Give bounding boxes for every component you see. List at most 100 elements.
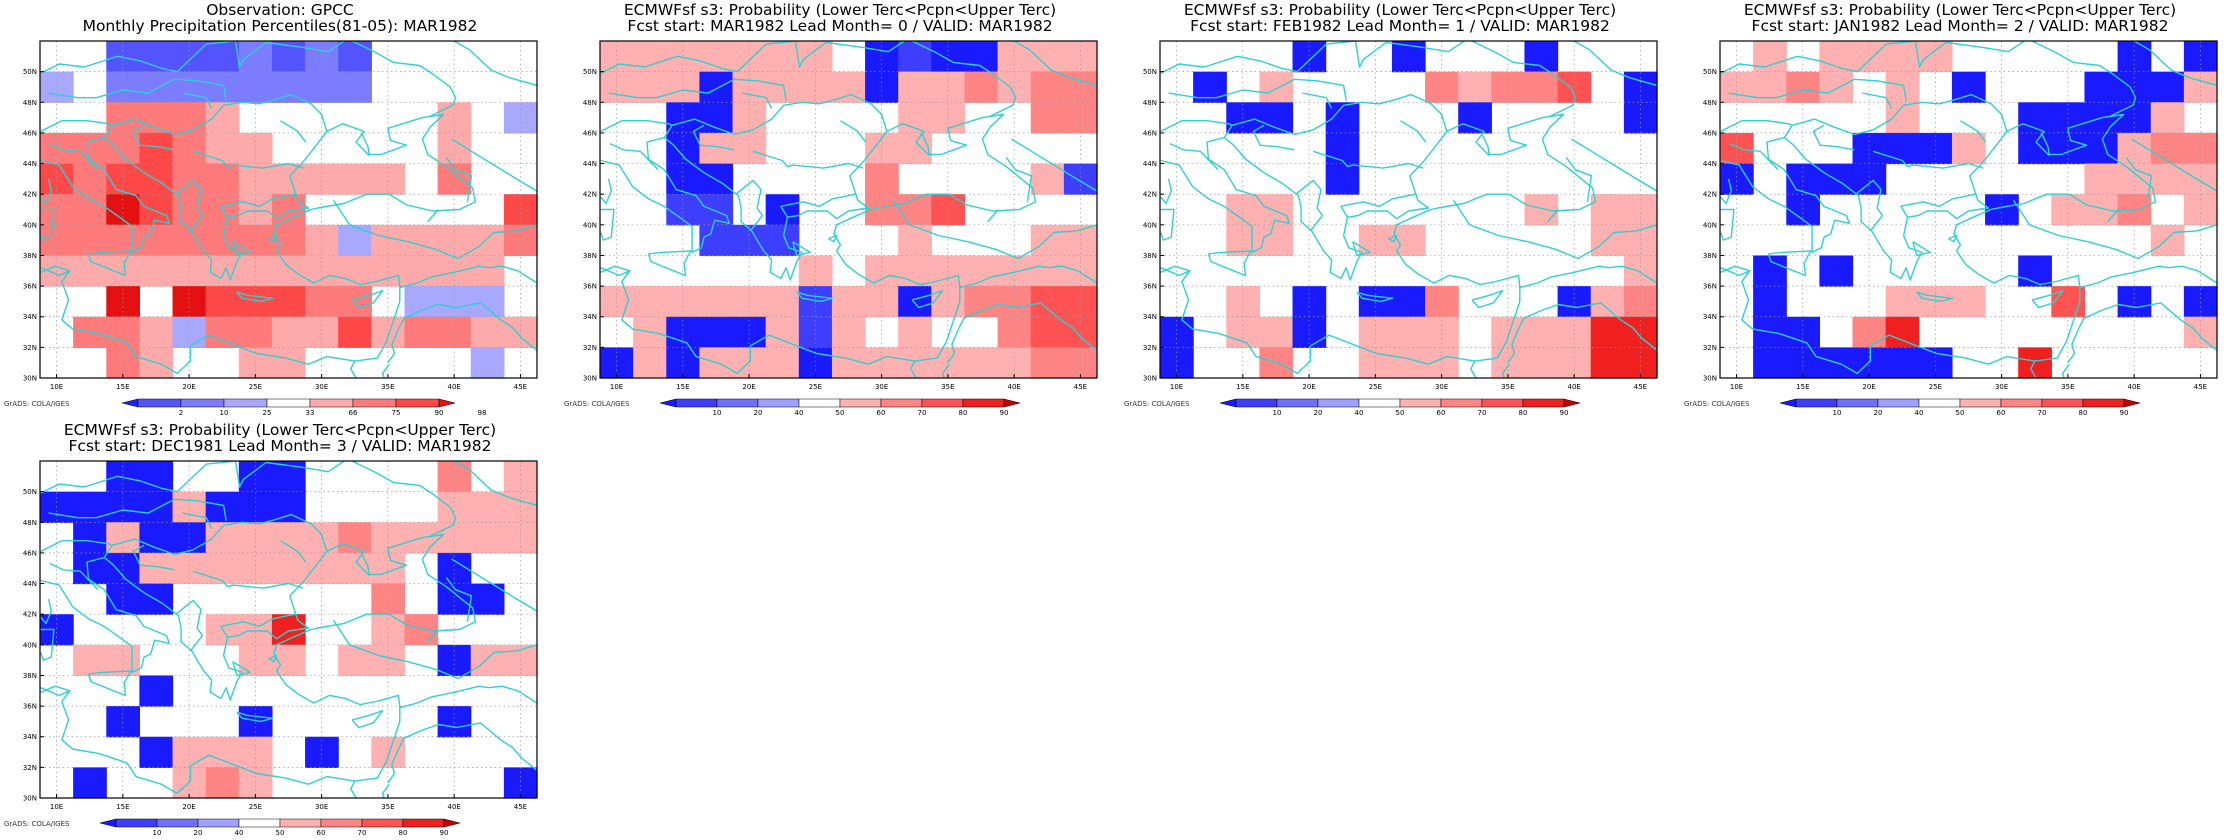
coastline xyxy=(1169,142,1219,171)
coastline xyxy=(1501,363,1510,378)
colorbar-swatch xyxy=(1358,398,1401,408)
colorbar-label: 70 xyxy=(358,829,367,837)
grid-cell xyxy=(205,767,240,799)
coastline xyxy=(280,120,307,143)
grid-cell xyxy=(271,347,306,379)
grid-cell xyxy=(1030,347,1065,379)
x-tick-label: 45E xyxy=(514,383,527,391)
grid-cell xyxy=(338,286,372,318)
coastline xyxy=(220,193,296,218)
grid-cell xyxy=(1885,286,1920,318)
coastline xyxy=(959,265,1097,289)
coastline xyxy=(2216,185,2217,186)
coastline xyxy=(387,722,537,784)
x-tick-label: 30E xyxy=(1995,383,2008,391)
y-tick-label: 42N xyxy=(23,191,37,199)
panel-subtitle: Fcst start: MAR1982 Lead Month= 0 / VALI… xyxy=(627,17,1053,35)
grid-cell xyxy=(600,286,634,318)
coastline xyxy=(600,119,673,133)
coastline xyxy=(1160,267,1191,277)
y-tick-label: 40N xyxy=(583,221,597,229)
colorbar-arrow-right xyxy=(443,818,461,828)
colorbar-swatch xyxy=(880,398,923,408)
grid-cell xyxy=(898,347,932,379)
grid-cell xyxy=(139,461,174,493)
colorbar-swatch xyxy=(238,818,281,828)
grid-cell xyxy=(1292,286,1327,318)
coastline xyxy=(2061,363,2070,378)
panel-subtitle: Fcst start: JAN1982 Lead Month= 2 / VALI… xyxy=(1751,17,2169,35)
coastline xyxy=(1783,93,2008,138)
y-tick-label: 30N xyxy=(1703,375,1717,383)
y-tick-label: 48N xyxy=(23,519,37,527)
grid-cell xyxy=(765,71,800,103)
y-tick-label: 44N xyxy=(1703,160,1717,168)
grid-cell xyxy=(1259,316,1294,348)
panel-forecast-lead0: ECMWFsf s3: Probability (Lower Terc<Pcpn… xyxy=(560,0,1120,420)
probability-map: 10E 15E 20E 25E 30E 35E 40E 45E 30N 32N 34N 36N 38N 4… xyxy=(1143,40,1658,417)
coastline xyxy=(236,711,274,723)
coastline xyxy=(742,92,773,109)
coastline xyxy=(192,570,304,589)
grads-credit: GrADS: COLA/IGES xyxy=(4,400,70,408)
grid-cell xyxy=(139,255,174,287)
grid-cell xyxy=(1325,132,1360,165)
coastline xyxy=(1656,185,1657,186)
y-tick-label: 48N xyxy=(1143,99,1157,107)
grid-cell xyxy=(1885,132,1920,165)
coastline xyxy=(536,605,537,606)
coastline xyxy=(1295,179,1324,232)
grid-cell xyxy=(106,706,140,738)
colorbar-label: 90 xyxy=(1560,409,1569,417)
grid-cell xyxy=(1951,132,1986,165)
coastline xyxy=(360,132,370,156)
grid-cell xyxy=(470,522,505,554)
x-tick-label: 15E xyxy=(116,803,129,811)
coastlines xyxy=(1160,41,1657,378)
grid-cell xyxy=(338,224,372,257)
coastline xyxy=(735,179,764,232)
grid-cell xyxy=(964,255,999,287)
colorbar-swatch xyxy=(1235,398,1278,408)
x-tick-label: 35E xyxy=(1501,383,1514,391)
coastline xyxy=(911,290,944,309)
coastline xyxy=(910,360,917,378)
colorbar-arrow-left xyxy=(99,818,117,828)
colorbar-swatch xyxy=(223,398,268,408)
coastline xyxy=(1005,156,1033,202)
y-tick-label: 46N xyxy=(23,129,37,137)
coastline xyxy=(350,780,357,798)
colorbar-label: 60 xyxy=(1997,409,2006,417)
grid-cell xyxy=(699,316,734,348)
coastline xyxy=(647,250,692,277)
y-tick-label: 32N xyxy=(23,764,37,772)
y-tick-label: 50N xyxy=(23,488,37,496)
coastline xyxy=(220,613,296,638)
colorbar-swatch xyxy=(757,398,800,408)
coastline xyxy=(1573,41,1657,87)
grid-cell xyxy=(205,163,240,195)
coastline xyxy=(1916,291,1954,303)
coastline xyxy=(48,498,227,521)
coastline xyxy=(1160,63,1205,74)
grid-cell xyxy=(1259,224,1294,257)
grads-credit: GrADS: COLA/IGES xyxy=(1684,400,1750,408)
coastlines xyxy=(40,41,537,378)
coastline xyxy=(49,142,99,171)
grid-cell xyxy=(338,316,372,348)
grid-cell xyxy=(404,316,439,348)
coastline xyxy=(87,250,132,277)
y-tick-label: 34N xyxy=(1703,313,1717,321)
y-tick-label: 48N xyxy=(1703,99,1717,107)
colorbar-label: 10 xyxy=(1273,409,1282,417)
coastline xyxy=(236,291,274,303)
plot-frame xyxy=(39,460,538,799)
coastline xyxy=(1656,122,1657,153)
x-tick-label: 20E xyxy=(1862,383,1875,391)
colorbar-swatch xyxy=(361,818,404,828)
grid-cell xyxy=(338,644,372,677)
panel-title: ECMWFsf s3: Probability (Lower Terc<Pcpn… xyxy=(1743,1,2177,19)
colorbar-label: 40 xyxy=(1915,409,1924,417)
coastline xyxy=(1900,193,1976,218)
colorbar-label: 70 xyxy=(1478,409,1487,417)
